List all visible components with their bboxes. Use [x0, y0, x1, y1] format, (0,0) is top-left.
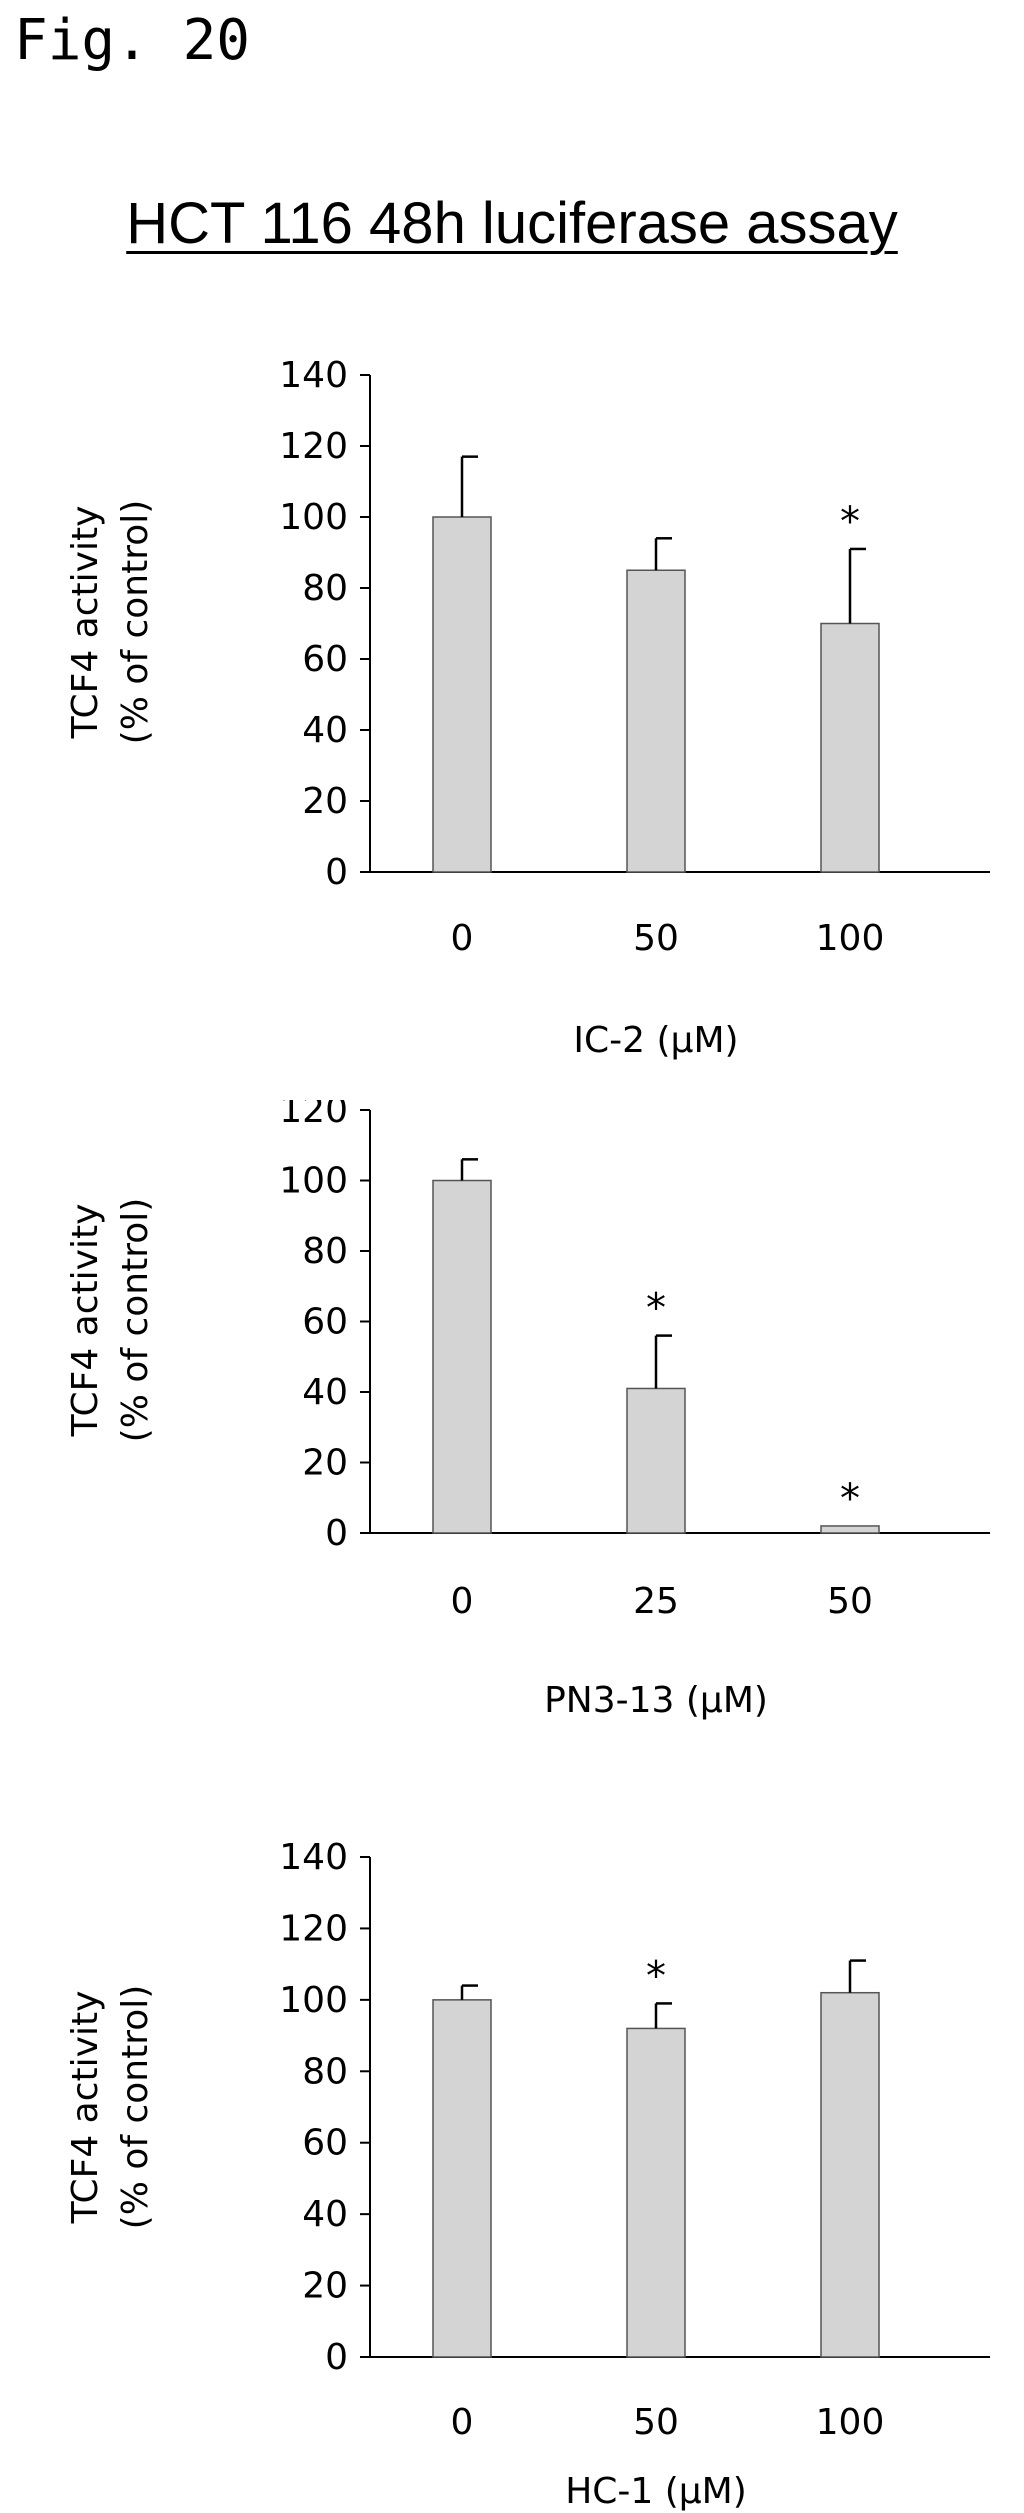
- y-tick-label: 20: [302, 2266, 348, 2307]
- x-tick-label: 50: [827, 1581, 873, 1622]
- y-axis-title: TCF4 activity: [65, 506, 106, 740]
- bar: [626, 569, 686, 873]
- bar: [432, 516, 492, 873]
- y-tick-label: 100: [279, 497, 348, 538]
- bar: [432, 1179, 492, 1534]
- bar: [820, 622, 880, 873]
- y-tick-label: 60: [302, 1302, 348, 1343]
- y-tick-label: 40: [302, 2194, 348, 2235]
- y-tick-label: 100: [279, 1161, 348, 1202]
- y-tick-label: 0: [325, 2337, 348, 2378]
- x-tick-label: 25: [633, 1581, 679, 1622]
- x-tick-label: 0: [451, 1581, 474, 1622]
- y-axis-title: TCF4 activity: [65, 1991, 106, 2225]
- y-tick-label: 60: [302, 639, 348, 680]
- y-tick-label: 80: [302, 2051, 348, 2092]
- x-tick-label: 0: [451, 918, 474, 959]
- y-tick-label: 20: [302, 1443, 348, 1484]
- y-tick-label: 60: [302, 2123, 348, 2164]
- bar: [626, 2027, 686, 2358]
- y-tick-label: 120: [279, 1100, 348, 1131]
- y-axis-title: (% of control): [115, 1198, 156, 1443]
- x-tick-label: 100: [816, 2402, 885, 2443]
- y-tick-label: 140: [279, 360, 348, 396]
- bar: [432, 1999, 492, 2358]
- x-tick-label: 50: [633, 918, 679, 959]
- y-tick-label: 0: [325, 852, 348, 893]
- y-tick-label: 140: [279, 1837, 348, 1878]
- significance-mark: *: [840, 499, 860, 545]
- y-tick-label: 120: [279, 1908, 348, 1949]
- y-tick-label: 40: [302, 710, 348, 751]
- y-axis-title: TCF4 activity: [65, 1204, 106, 1438]
- y-axis-title: (% of control): [115, 1985, 156, 2230]
- significance-mark: *: [840, 1476, 860, 1522]
- bar: [626, 1387, 686, 1534]
- chart-ic2: 0 20 40 60 80 100 120 140 0 50 * 100 IC-2 (μM) TCF4 a…: [65, 360, 990, 1061]
- y-axis-title: (% of control): [115, 500, 156, 745]
- significance-mark: *: [646, 1286, 666, 1332]
- chart-hc1: 0 20 40 60 80 100 120 140 0 * 50 100 HC-1 (μM) TCF4 a…: [65, 1837, 990, 2512]
- y-tick-label: 120: [279, 426, 348, 467]
- chart-pn3-13: 0 20 40 60 80 100 120 0 * 25 * 50 PN3-13 (μM) TCF4 ac…: [65, 1100, 990, 1721]
- y-tick-label: 80: [302, 568, 348, 609]
- bar: [820, 1991, 880, 2358]
- y-tick-label: 100: [279, 1980, 348, 2021]
- significance-mark: *: [646, 1953, 666, 1999]
- y-tick-label: 40: [302, 1372, 348, 1413]
- y-tick-label: 20: [302, 781, 348, 822]
- x-tick-label: 50: [633, 2402, 679, 2443]
- x-tick-label: 100: [816, 918, 885, 959]
- x-axis-title: IC-2 (μM): [573, 1020, 738, 1061]
- x-axis-title: PN3-13 (μM): [544, 1680, 768, 1721]
- x-axis-title: HC-1 (μM): [565, 2471, 747, 2512]
- figure-label: Fig. 20: [14, 8, 251, 73]
- y-tick-label: 0: [325, 1513, 348, 1554]
- y-tick-label: 80: [302, 1231, 348, 1272]
- x-tick-label: 0: [451, 2402, 474, 2443]
- page-title: HCT 116 48h luciferase assay: [126, 191, 898, 256]
- bar: [820, 1525, 880, 1534]
